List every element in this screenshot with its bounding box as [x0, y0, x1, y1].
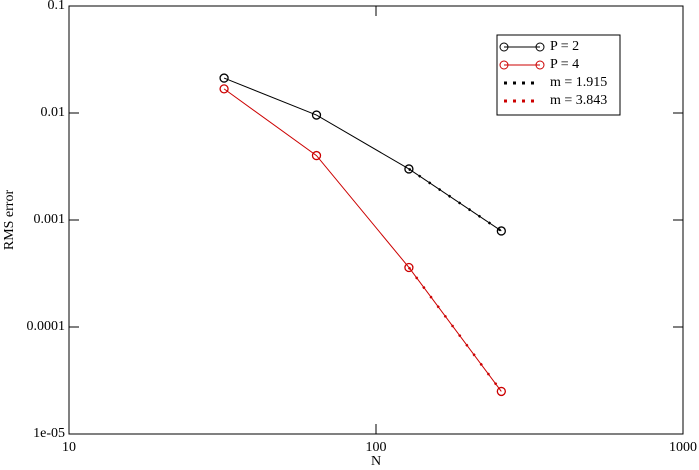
series-line	[223, 88, 502, 392]
y-tick-label: 0.1	[48, 0, 66, 13]
legend-marker	[499, 60, 509, 70]
y-tick-label: 1e-05	[33, 426, 65, 441]
legend-marker	[499, 42, 509, 52]
y-axis-label: RMS error	[2, 190, 17, 251]
x-tick-label: 1000	[669, 440, 697, 455]
y-tick-label: 0.0001	[27, 319, 66, 334]
legend-marker	[535, 60, 545, 70]
y-tick-label: 0.001	[34, 212, 66, 227]
data-point	[219, 73, 229, 83]
data-point	[311, 110, 322, 120]
legend-marker	[535, 42, 545, 52]
data-point	[404, 164, 414, 174]
legend-box	[496, 34, 621, 116]
series-line	[407, 266, 503, 393]
data-point	[404, 262, 414, 273]
data-point	[496, 226, 506, 236]
legend-label: m = 3.843	[550, 93, 607, 108]
x-axis-label: N	[371, 454, 381, 469]
legend-label: P = 4	[550, 57, 579, 72]
data-point	[311, 150, 322, 161]
series-line	[223, 77, 502, 232]
y-tick-label: 0.01	[41, 105, 66, 120]
data-point	[496, 386, 506, 397]
legend-label: P = 2	[550, 39, 579, 54]
x-tick-label: 10	[62, 440, 76, 455]
x-tick-label: 100	[366, 440, 387, 455]
legend-label: m = 1.915	[550, 75, 607, 90]
data-point	[219, 84, 229, 94]
